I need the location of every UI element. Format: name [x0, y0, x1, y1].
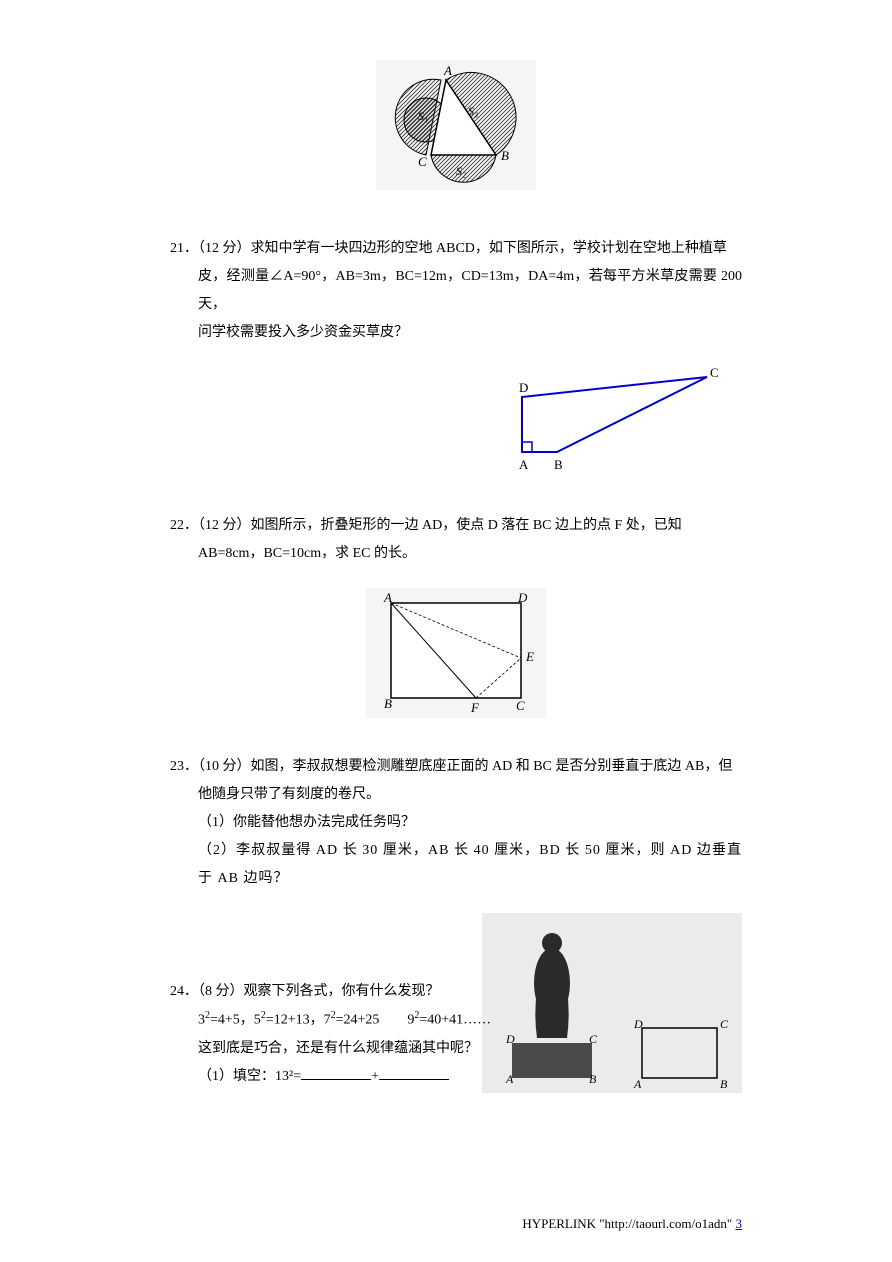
- q24-line2: 这到底是巧合，还是有什么规律蕴涵其中呢？: [170, 1035, 520, 1063]
- q21-line1: 求知中学有一块四边形的空地 ABCD，如下图所示，学校计划在空地上种植草: [251, 241, 727, 256]
- label-B: B: [589, 1072, 597, 1086]
- label-C: C: [418, 154, 427, 169]
- figure-q21: A B C D: [170, 367, 742, 482]
- question-22: 22．（12 分）如图所示，折叠矩形的一边 AD，使点 D 落在 BC 边上的点…: [170, 512, 742, 568]
- label-B: B: [501, 148, 509, 163]
- label-B: B: [384, 696, 392, 711]
- label-A: A: [519, 457, 529, 472]
- label-D: D: [505, 1032, 515, 1046]
- q21-prefix: 21．（12 分）: [170, 241, 251, 256]
- statue-base-diagram: D C A B D C A B: [482, 913, 742, 1093]
- figure-q20: A B C S₁ S₂ S₃: [170, 60, 742, 195]
- label-A: A: [505, 1072, 514, 1086]
- label-C: C: [589, 1032, 598, 1046]
- q22-line2: AB=8cm，BC=10cm，求 EC 的长。: [170, 540, 742, 568]
- label-F: F: [470, 700, 480, 715]
- label-S2: S₂: [456, 164, 466, 178]
- label-A: A: [443, 63, 452, 78]
- label-B: B: [554, 457, 563, 472]
- q23-sub2: （2）李叔叔量得 AD 长 30 厘米，AB 长 40 厘米，BD 长 50 厘…: [170, 837, 742, 893]
- folded-rectangle-diagram: A B C D E F: [366, 588, 546, 718]
- question-23: 23．（10 分）如图，李叔叔想要检测雕塑底座正面的 AD 和 BC 是否分别垂…: [170, 753, 742, 893]
- page-footer: HYPERLINK "http://taourl.com/o1adn" 3: [522, 1216, 742, 1232]
- q22-prefix: 22．（12 分）: [170, 518, 251, 533]
- label-S1: S₁: [418, 109, 428, 123]
- q23-line2: 他随身只带了有刻度的卷尺。: [170, 781, 742, 809]
- q21-line2: 皮，经测量∠A=90°，AB=3m，BC=12m，CD=13m，DA=4m，若每…: [170, 263, 742, 319]
- label-A: A: [383, 590, 392, 605]
- q24-formula: 32=4+5，52=12+13，72=24+25 92=40+41……: [170, 1006, 520, 1035]
- q22-line1: 如图所示，折叠矩形的一边 AD，使点 D 落在 BC 边上的点 F 处，已知: [251, 518, 682, 533]
- label-D: D: [519, 380, 528, 395]
- label-D: D: [517, 590, 528, 605]
- blank-1[interactable]: [301, 1066, 371, 1080]
- q23-prefix: 23．（10 分）: [170, 759, 251, 774]
- label-C: C: [710, 367, 719, 380]
- label-C: C: [516, 698, 525, 713]
- svg-text:B: B: [720, 1077, 728, 1091]
- q24-line1: 观察下列各式，你有什么发现？: [244, 984, 440, 999]
- svg-text:D: D: [633, 1017, 643, 1031]
- label-S3: S₃: [468, 104, 478, 118]
- label-E: E: [525, 649, 534, 664]
- svg-text:A: A: [633, 1077, 642, 1091]
- q23-sub1: （1）你能替他想办法完成任务吗？: [170, 809, 742, 837]
- page-number-link[interactable]: 3: [736, 1216, 743, 1231]
- figure-q22: A B C D E F: [170, 588, 742, 723]
- blank-2[interactable]: [379, 1066, 449, 1080]
- svg-text:C: C: [720, 1017, 729, 1031]
- q23-line1: 如图，李叔叔想要检测雕塑底座正面的 AD 和 BC 是否分别垂直于底边 AB，但: [251, 759, 733, 774]
- semicircle-triangle-diagram: A B C S₁ S₂ S₃: [376, 60, 536, 190]
- q24-prefix: 24．（8 分）: [170, 984, 244, 999]
- q24-sub1: （1）填空：13²=+: [170, 1063, 520, 1091]
- question-21: 21．（12 分）求知中学有一块四边形的空地 ABCD，如下图所示，学校计划在空…: [170, 235, 742, 347]
- q21-line3: 问学校需要投入多少资金买草皮？: [170, 319, 742, 347]
- hyperlink-label: HYPERLINK "http://taourl.com/o1adn": [522, 1216, 735, 1231]
- question-24: 24．（8 分）观察下列各式，你有什么发现？ 32=4+5，52=12+13，7…: [170, 978, 520, 1091]
- quadrilateral-abcd-diagram: A B C D: [492, 367, 722, 477]
